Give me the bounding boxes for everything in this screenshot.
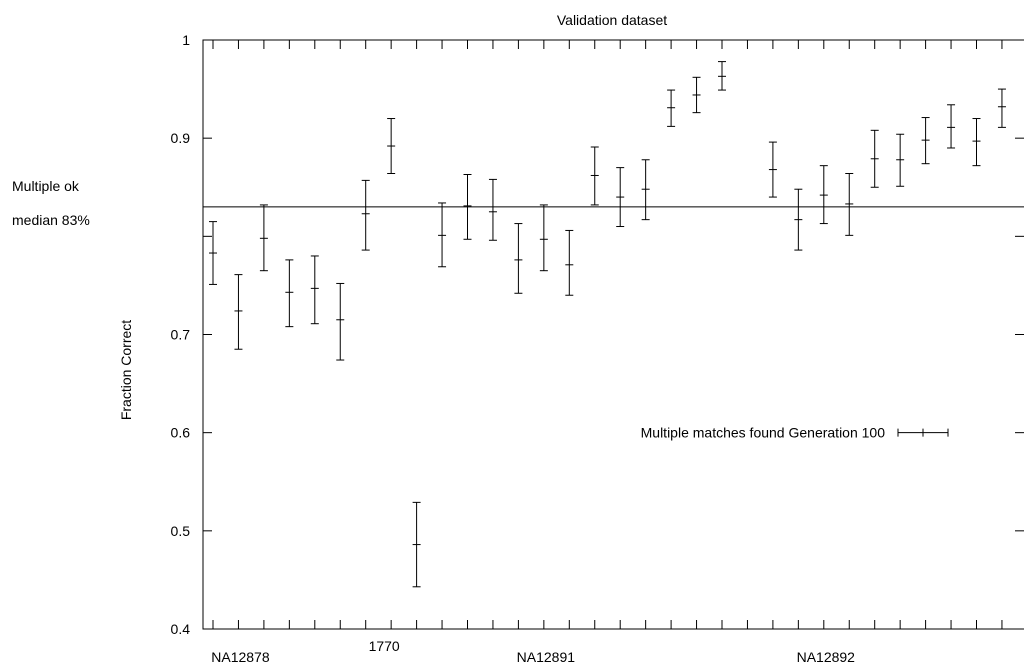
annotation-line-1: Multiple ok	[12, 178, 80, 194]
data-point	[896, 133, 905, 187]
data-point	[870, 129, 879, 188]
x-tick-label: 1770	[369, 638, 400, 654]
x-tick-label: NA12878	[211, 649, 270, 665]
chart-title: Validation dataset	[557, 12, 667, 28]
y-tick-label: 0.6	[171, 425, 191, 441]
data-point	[768, 141, 777, 198]
data-point	[819, 165, 828, 225]
annotation-line-2: median 83%	[12, 212, 90, 228]
data-point	[463, 173, 472, 240]
data-point	[718, 61, 726, 91]
y-tick-label: 0.4	[171, 621, 191, 637]
data-point	[234, 274, 243, 350]
y-tick-label: 0.7	[171, 327, 191, 343]
data-point	[438, 202, 447, 268]
data-point	[209, 221, 217, 285]
data-point	[387, 118, 396, 175]
data-point	[565, 229, 574, 296]
data-point	[336, 282, 345, 361]
x-tick-label: NA12891	[517, 649, 576, 665]
data-series	[209, 61, 1006, 588]
data-point	[997, 88, 1006, 128]
x-axis: NA12878 1770 NA12891 NA12892	[211, 40, 1003, 665]
data-point	[285, 259, 294, 328]
data-point	[488, 178, 497, 241]
y-tick-label: 0.9	[171, 130, 191, 146]
y-axis: 0.4 0.5 0.6 0.7 0.9 1	[171, 32, 1024, 637]
data-point	[921, 117, 930, 165]
data-point	[972, 118, 981, 167]
plot-frame	[202, 39, 1024, 630]
data-point	[616, 167, 625, 228]
data-point	[641, 159, 650, 221]
data-point	[667, 89, 676, 127]
data-point	[310, 255, 319, 325]
data-point	[845, 173, 854, 236]
y-tick-label: 0.5	[171, 523, 191, 539]
x-tick-label: NA12892	[797, 649, 856, 665]
y-tick-label: 1	[182, 32, 190, 48]
data-point	[412, 501, 421, 588]
data-point	[692, 76, 701, 114]
data-point	[259, 204, 268, 272]
legend: Multiple matches found Generation 100	[641, 425, 949, 441]
data-point	[514, 223, 523, 294]
legend-label: Multiple matches found Generation 100	[641, 425, 886, 441]
data-point	[539, 204, 548, 272]
data-point	[590, 146, 599, 206]
data-point	[794, 188, 803, 251]
y-axis-label: Fraction Correct	[118, 320, 134, 420]
plot-border	[202, 39, 1024, 630]
data-point	[947, 104, 956, 149]
data-point	[361, 179, 370, 251]
